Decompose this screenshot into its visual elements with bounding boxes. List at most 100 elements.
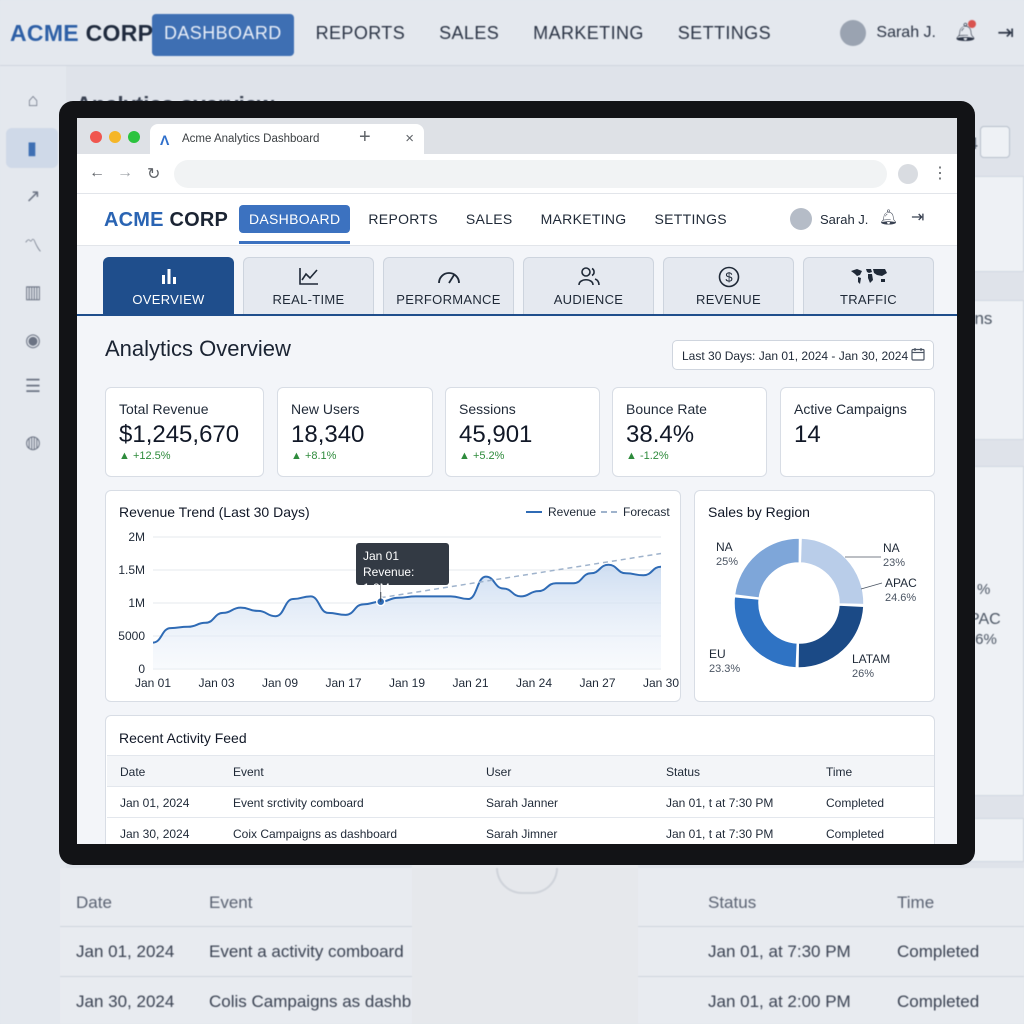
background-sidebar: ⌂ ▮ ↗ 〽 ▥ ◉ ☰ ◍: [0, 66, 66, 1024]
donut-slice-latam: [733, 595, 799, 669]
main-nav: DASHBOARD REPORTS SALES MARKETING SETTIN…: [239, 205, 745, 244]
tiles-underline: [77, 314, 957, 316]
table-row[interactable]: Jan 30, 2024 Coix Campaigns as dashboard…: [107, 818, 934, 844]
cell-event: Event srctivity comboard: [233, 796, 364, 810]
reload-icon[interactable]: ↻: [147, 166, 161, 183]
background-nav-reports: REPORTS: [315, 23, 406, 43]
background-nav: DASHBOARD REPORTS SALES MARKETING SETTIN…: [152, 14, 793, 56]
background-logout-icon: ⇥: [997, 22, 1014, 44]
feed-table-head: Date Event User Status Time: [107, 755, 934, 787]
browser-tab-bar: Λ Acme Analytics Dashboard × +: [77, 118, 957, 154]
acme-favicon-icon: Λ: [160, 132, 170, 148]
tile-label: AUDIENCE: [553, 292, 624, 307]
nav-reports[interactable]: REPORTS: [368, 211, 438, 227]
back-arrow-icon[interactable]: ←: [89, 164, 105, 181]
y-tick-label: 1M: [128, 596, 145, 610]
chart-title: Sales by Region: [708, 504, 810, 520]
dollar-icon: $: [664, 266, 793, 288]
background-col-time: Time: [897, 893, 935, 912]
tile-performance[interactable]: PERFORMANCE: [383, 257, 514, 315]
maximize-window-dot[interactable]: [128, 131, 140, 143]
x-tick-label: Jan 30: [643, 676, 679, 690]
date-range-picker[interactable]: Last 30 Days: Jan 01, 2024 - Jan 30, 202…: [672, 340, 934, 370]
kpi-value: 45,901: [459, 421, 533, 448]
tile-real-time[interactable]: REAL-TIME: [243, 257, 374, 315]
kpi-label: Bounce Rate: [626, 401, 707, 417]
y-tick-label: 1.5M: [118, 563, 145, 577]
cell-time: Completed: [826, 827, 885, 841]
background-nav-settings: SETTINGS: [677, 23, 771, 43]
legend-revenue: Revenue: [526, 505, 596, 519]
forward-arrow-icon[interactable]: →: [117, 164, 133, 181]
nav-marketing[interactable]: MARKETING: [540, 211, 627, 227]
bar-chart-icon: [104, 266, 233, 288]
y-tick-label: 0: [138, 662, 145, 676]
profile-avatar[interactable]: [898, 164, 918, 184]
table-row[interactable]: Jan 01, 2024 Event srctivity comboard Sa…: [107, 787, 934, 818]
legend-forecast: Forecast: [601, 505, 670, 519]
nav-settings[interactable]: SETTINGS: [654, 211, 727, 227]
col-date: Date: [120, 765, 146, 779]
x-tick-label: Jan 17: [325, 676, 361, 690]
donut-slice-apac: [797, 604, 865, 669]
line-chart-icon: [244, 266, 373, 288]
logout-icon[interactable]: ⇥: [911, 209, 925, 226]
tile-traffic[interactable]: TRAFFIC: [803, 257, 934, 315]
tile-revenue[interactable]: $ REVENUE: [663, 257, 794, 315]
cell-status: Jan 01, t at 7:30 PM: [666, 827, 774, 841]
sliders-icon: ☰: [24, 376, 42, 396]
acme-logo[interactable]: ACME CORP: [104, 209, 229, 231]
tooltip-date: Jan 01: [363, 549, 400, 563]
bell-icon[interactable]: 🔔︎: [879, 209, 899, 226]
avatar: [790, 208, 812, 230]
cell-event: Coix Campaigns as dashboard: [233, 827, 398, 841]
tile-audience[interactable]: AUDIENCE: [523, 257, 654, 315]
close-window-dot[interactable]: [90, 131, 102, 143]
column-chart-icon: ▥: [24, 282, 42, 302]
kpi-delta: ▲ +12.5%: [119, 450, 171, 462]
kpi-delta: ▲ +5.2%: [459, 450, 505, 462]
browser-tab[interactable]: Λ Acme Analytics Dashboard ×: [150, 124, 424, 154]
sales-by-region-card: Sales by Region NA 25% APAC 24.6% LATAM 26% EU…: [694, 490, 935, 702]
cell-date: Jan 30, 2024: [120, 827, 190, 841]
gauge-icon: [384, 266, 513, 288]
kpi-delta: ▲ -1.2%: [626, 450, 669, 462]
tile-label: TRAFFIC: [840, 292, 897, 307]
background-table-head: Date Event Status Time: [60, 878, 1024, 928]
user-menu[interactable]: Sarah J.: [790, 208, 868, 230]
tile-overview[interactable]: OVERVIEW: [103, 257, 234, 315]
legend-solid-swatch: [526, 511, 542, 513]
kpi-delta: ▲ +8.1%: [291, 450, 337, 462]
revenue-trend-card: Revenue Trend (Last 30 Days) Revenue For…: [105, 490, 681, 702]
browser-menu-icon[interactable]: ⋮: [932, 165, 948, 182]
chart-title: Revenue Trend (Last 30 Days): [119, 504, 310, 520]
legend-dashed-swatch: [601, 511, 617, 513]
app-header: ACME CORP DASHBOARD REPORTS SALES MARKET…: [77, 194, 957, 246]
nav-dashboard[interactable]: DASHBOARD: [239, 205, 351, 244]
cell-user: Sarah Jimner: [486, 827, 558, 841]
minimize-window-dot[interactable]: [109, 131, 121, 143]
donut-slice-na: [799, 537, 865, 606]
new-tab-button[interactable]: +: [359, 126, 371, 148]
slice-label-name: NA: [883, 541, 900, 555]
address-bar[interactable]: [174, 160, 887, 188]
background-user-name: Sarah J.: [876, 24, 936, 41]
background-fragment: %: [977, 581, 991, 598]
col-event: Event: [233, 765, 264, 779]
background-nav-dashboard: DASHBOARD: [152, 14, 294, 56]
donut-slice-eu: [733, 537, 801, 599]
chart-tooltip: Jan 01 Revenue: 1.2M: [356, 543, 449, 595]
svg-text:$: $: [725, 270, 733, 285]
background-user: Sarah J.: [840, 20, 936, 46]
tab-close-icon[interactable]: ×: [405, 130, 414, 147]
nav-sales[interactable]: SALES: [465, 211, 513, 227]
slice-label-pct: 23.3%: [709, 663, 740, 675]
x-tick-label: Jan 21: [452, 676, 488, 690]
kpi-label: Sessions: [459, 401, 516, 417]
forecast-series-line: [380, 552, 662, 599]
browser-toolbar: ← → ↻ ⋮: [77, 154, 957, 194]
kpi-label: Active Campaigns: [794, 401, 907, 417]
kpi-card-sessions: Sessions 45,901 ▲ +5.2%: [445, 387, 600, 477]
x-tick-label: Jan 01: [135, 676, 171, 690]
kpi-value: 38.4%: [626, 421, 695, 448]
